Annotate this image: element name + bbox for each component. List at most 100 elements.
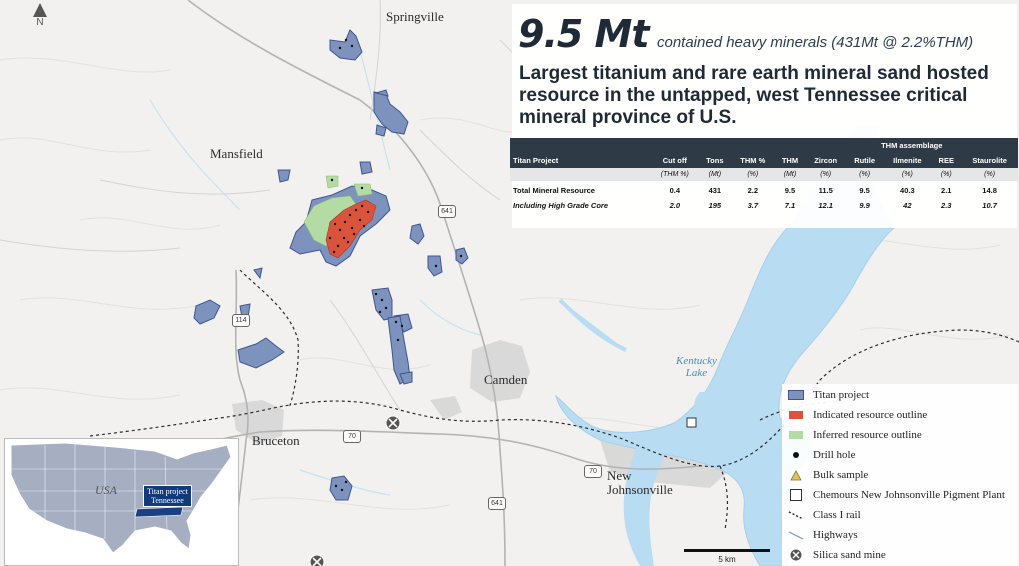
table-cell: 195 — [708, 200, 722, 210]
pigment-plant-icon — [790, 489, 802, 501]
table-cell: Including High Grade Core — [513, 200, 609, 210]
table-row: Including High Grade Core 2.0 195 3.7 7.… — [510, 199, 1018, 211]
usa-landmass — [10, 442, 232, 554]
usa-outline — [10, 442, 232, 554]
project-area-north — [329, 29, 363, 61]
headline-row: 9.5 Mt contained heavy minerals (431Mt @… — [518, 12, 973, 56]
town-new-johnsonville: New Johnsonville — [607, 468, 673, 497]
table-group-header: THM assemblage — [805, 138, 1018, 152]
table-unit-cell: (Mt) — [774, 168, 806, 181]
legend-label: Chemours New Johnsonville Pigment Plant — [813, 489, 1005, 501]
headline-subtitle: contained heavy minerals (431Mt @ 2.2%TH… — [656, 34, 974, 51]
table-cell: 7.1 — [784, 200, 796, 210]
table-cell: 42 — [903, 200, 912, 210]
headline-panel: 9.5 Mt contained heavy minerals (431Mt @… — [512, 4, 1017, 228]
map-legend: Titan project Indicated resource outline… — [782, 384, 1018, 566]
project-area-south — [329, 475, 353, 501]
legend-label: Drill hole — [813, 449, 856, 461]
legend-item-silica-mine: Silica sand mine — [788, 546, 886, 564]
resource-table: THM assemblage Titan Project Cut off Ton… — [510, 138, 1018, 211]
highway-icon — [788, 531, 804, 540]
table-unit-cell: (%) — [931, 168, 962, 181]
table-header-row: Titan Project Cut off Tons THM % THM Zir… — [510, 152, 1018, 168]
legend-label: Indicated resource outline — [813, 409, 928, 421]
table-header-cell: Titan Project — [510, 152, 652, 168]
table-cell: 0.4 — [669, 185, 681, 195]
table-header-cell: Ilmenite — [883, 152, 932, 168]
table-cell: 3.7 — [747, 200, 758, 210]
table-header-cell: Cut off — [651, 152, 699, 168]
titan-project-swatch — [788, 390, 804, 400]
route-shield-641: 641 — [438, 205, 456, 218]
bulk-sample-icon — [790, 469, 802, 480]
table-row: Total Mineral Resource 0.4 431 2.2 9.5 1… — [510, 181, 1018, 199]
table-cell: 2.2 — [747, 185, 758, 195]
table-cell: 9.5 — [784, 185, 796, 195]
table-unit-cell: (Mt) — [698, 168, 732, 181]
table-header-cell: Rutile — [845, 152, 884, 168]
table-cell: 431 — [708, 185, 722, 195]
legend-item-rail: Class I rail — [788, 506, 861, 524]
table-unit-cell: (%) — [845, 168, 884, 181]
table-header-cell: REE — [931, 152, 962, 168]
silica-mine-icon — [790, 549, 802, 561]
north-arrow: N — [30, 3, 50, 28]
legend-label: Class I rail — [813, 509, 861, 521]
indicated-core — [325, 199, 377, 259]
rail-line-main — [239, 269, 1019, 468]
legend-item-indicated: Indicated resource outline — [788, 406, 927, 424]
table-cell: 9.9 — [859, 200, 870, 210]
silica-mine-icon — [309, 554, 325, 566]
table-cell: 10.7 — [982, 200, 997, 210]
table-cell: 40.3 — [900, 185, 915, 195]
rail-line-plant — [719, 465, 729, 531]
table-cell: 14.8 — [982, 185, 997, 195]
table-cell: 12.1 — [818, 200, 833, 210]
indicated-resource-swatch — [789, 411, 803, 419]
drill-hole-icon — [793, 452, 799, 458]
legend-item-drill-hole: Drill hole — [788, 446, 855, 464]
legend-label: Titan project — [813, 389, 870, 401]
table-unit-cell: (%) — [883, 168, 932, 181]
inset-country-label: USA — [95, 483, 117, 497]
table-cell: 2.1 — [941, 185, 952, 195]
north-arrow-icon — [33, 3, 47, 17]
town-mansfield: Mansfield — [210, 146, 263, 161]
rail-line-west — [89, 404, 291, 437]
rail-line-north — [759, 401, 831, 421]
silica-mine-icon — [385, 415, 401, 431]
legend-label: Silica sand mine — [813, 549, 886, 561]
legend-label: Highways — [813, 529, 858, 541]
project-area-southwest — [237, 337, 285, 369]
scale-bar-line — [684, 549, 770, 552]
table-cell: 2.0 — [669, 200, 681, 210]
route-shield-70-east: 70 — [584, 465, 602, 478]
bruceton-urban-area — [232, 400, 284, 444]
table-unit-cell: (%) — [731, 168, 775, 181]
table-unit-cell: (%) — [805, 168, 846, 181]
legend-label: Bulk sample — [813, 469, 869, 481]
table-header-cell: Zircon — [805, 152, 846, 168]
table-group-header-row: THM assemblage — [510, 138, 1018, 152]
inset-project-tag: Titan project Tennessee — [143, 485, 192, 507]
highway-641 — [187, 0, 506, 566]
project-area-west — [193, 299, 221, 325]
pigment-plant-icon — [686, 417, 697, 428]
town-bruceton: Bruceton — [252, 433, 300, 448]
project-area-camden-north — [371, 287, 393, 321]
legend-item-bulk-sample: Bulk sample — [788, 466, 868, 484]
table-unit-cell: (THM %) — [651, 168, 699, 181]
headline-value: 9.5 Mt — [518, 12, 650, 56]
inferred-resource-swatch — [789, 431, 803, 439]
legend-item-pigment-plant: Chemours New Johnsonville Pigment Plant — [788, 486, 1005, 504]
tagline: Largest titanium and rare earth mineral … — [519, 63, 989, 128]
lake-label: Kentucky Lake — [676, 355, 717, 379]
table-cell: 2.3 — [941, 200, 952, 210]
north-label: N — [36, 17, 44, 28]
table-unit-cell: (%) — [961, 168, 1018, 181]
tennessee-highlight — [134, 506, 184, 518]
legend-item-inferred: Inferred resource outline — [788, 426, 922, 444]
table-header-cell: Tons — [698, 152, 732, 168]
table-header-cell: THM % — [731, 152, 775, 168]
camden-urban-area — [470, 340, 530, 402]
